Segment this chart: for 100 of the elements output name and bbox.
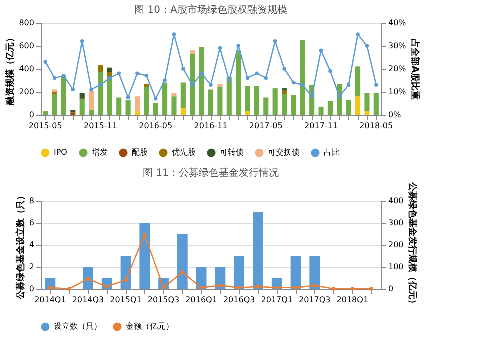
point [86, 277, 90, 281]
point [365, 44, 370, 48]
bar [328, 101, 333, 115]
x-tick-label: 2014Q3 [72, 296, 104, 304]
bar [199, 47, 204, 115]
point [236, 44, 240, 48]
bar [144, 84, 150, 88]
point [90, 88, 94, 92]
chart-title: 图 10：A股市场绿色股权融资规模 [134, 4, 288, 16]
point [294, 286, 298, 290]
legend-label: 配股 [132, 148, 148, 157]
point [370, 287, 374, 291]
bar [272, 88, 278, 115]
point [117, 72, 121, 76]
y2-tick-label: 0 [388, 284, 394, 294]
point [255, 72, 259, 76]
point [275, 286, 279, 290]
bar [43, 112, 48, 115]
point [62, 74, 66, 78]
y-tick-label: 6 [29, 218, 34, 228]
bar [80, 93, 85, 99]
bar [116, 98, 122, 115]
bar [190, 50, 196, 54]
x-tick-label: 2017-05 [249, 122, 283, 130]
legend-label: 设立数（只） [54, 322, 102, 331]
bar [134, 112, 140, 115]
bar [180, 108, 186, 115]
x-tick-label: 2015Q3 [148, 296, 180, 304]
y2-tick-label: 40% [388, 18, 407, 28]
x-tick-label: 2018Q1 [336, 296, 369, 304]
point [332, 287, 336, 291]
legend-label: 占比 [324, 148, 340, 157]
bar [264, 98, 269, 115]
point [48, 286, 52, 290]
bar [107, 77, 112, 115]
y-axis-title: 公募绿色基金设立数（只） [15, 192, 26, 300]
y2-tick-label: 100 [388, 262, 404, 272]
point [124, 278, 128, 282]
legend-label: 金额（亿元） [126, 322, 174, 331]
y-tick-label: 800 [19, 18, 34, 28]
bar [218, 87, 223, 115]
point [209, 83, 213, 87]
point [292, 80, 296, 85]
y-tick-label: 2 [29, 262, 34, 272]
y2-axis-title: 占全部A股比重 [409, 39, 420, 100]
point [44, 60, 48, 64]
point [301, 83, 305, 87]
bar [300, 40, 306, 115]
point [105, 284, 109, 289]
bar [134, 96, 140, 112]
point [98, 83, 103, 87]
bar [162, 82, 168, 115]
point [374, 83, 378, 87]
y2-tick-label: 10% [388, 88, 407, 96]
bar [254, 86, 260, 115]
point [200, 286, 204, 290]
bar [310, 256, 320, 289]
x-tick-label: 2018-05 [360, 122, 394, 130]
point [144, 74, 149, 78]
bar [52, 94, 58, 115]
y-tick-label: 8 [29, 196, 34, 206]
point [338, 94, 342, 98]
bar [215, 267, 226, 289]
point [136, 72, 140, 76]
bar [153, 104, 158, 115]
point [126, 96, 130, 100]
chart-title: 图 11：公募绿色基金发行情况 [143, 167, 279, 179]
bar [61, 76, 66, 115]
y-axis-title: 融资规模（亿元） [5, 34, 16, 106]
bar [98, 66, 104, 72]
bar [245, 112, 250, 115]
y2-tick-label: 0% [388, 110, 402, 120]
bar [318, 106, 324, 115]
legend-label: 优先股 [172, 148, 196, 157]
bar [253, 212, 264, 289]
bar [144, 87, 150, 115]
bar [374, 93, 379, 115]
y2-tick-label: 300 [388, 218, 404, 228]
legend-label: 可转债 [220, 148, 244, 157]
bar [282, 90, 288, 94]
point [273, 40, 278, 44]
point [228, 78, 232, 82]
x-tick-label: 2015Q1 [110, 296, 142, 304]
point [71, 88, 76, 92]
bar [126, 100, 131, 115]
y2-tick-label: 400 [388, 196, 404, 206]
legend-label: 增发 [91, 148, 108, 157]
point [143, 233, 147, 237]
point [182, 67, 186, 71]
point [163, 78, 167, 82]
bar [172, 93, 177, 97]
bar [234, 256, 245, 289]
point [237, 286, 242, 290]
bar [236, 50, 242, 115]
point [246, 76, 250, 80]
point [313, 284, 317, 288]
bar [190, 54, 196, 115]
y2-tick-label: 20% [388, 64, 407, 74]
point [264, 76, 268, 80]
bar [364, 112, 370, 115]
